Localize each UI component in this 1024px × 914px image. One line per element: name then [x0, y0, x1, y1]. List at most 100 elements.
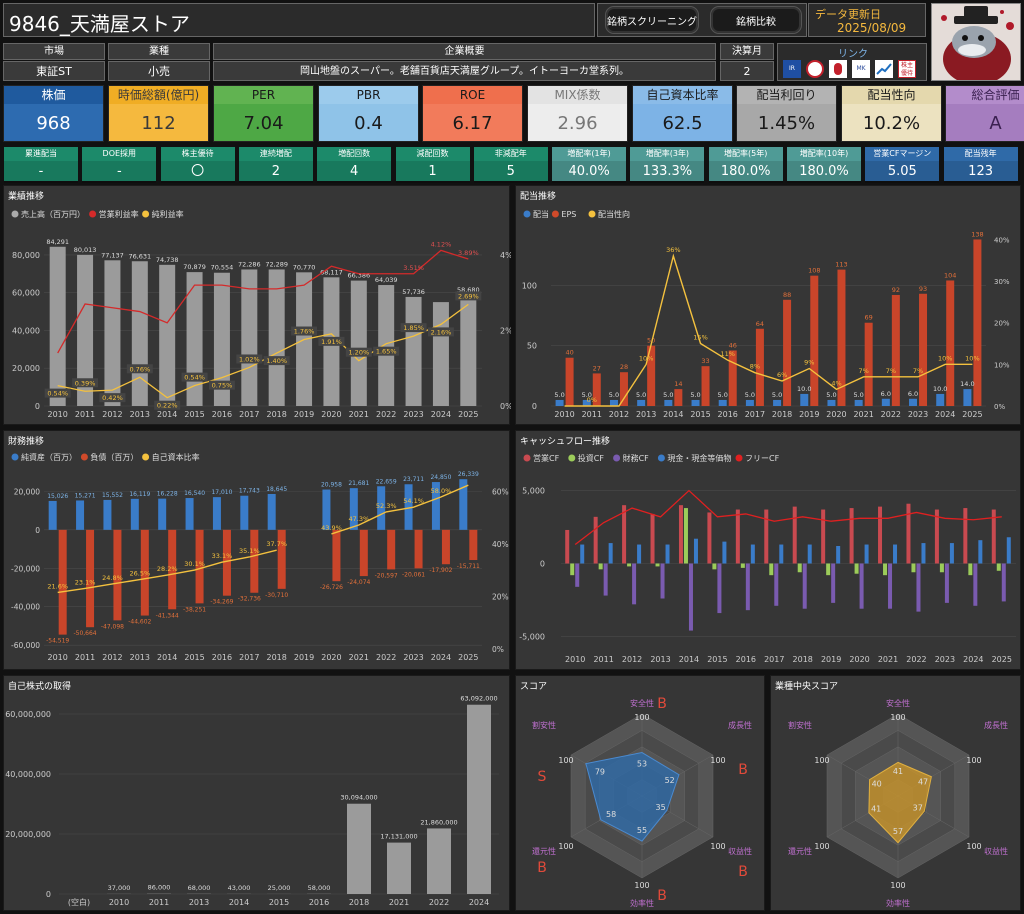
net-assets-label: 15,026	[47, 493, 68, 500]
cf-bar	[608, 543, 613, 564]
net-assets-bar	[431, 482, 440, 530]
sales-label: 74,738	[156, 256, 179, 264]
liabilities-label: -30,710	[265, 592, 288, 599]
cf-bar	[944, 563, 949, 603]
link-irbank-icon[interactable]: IR	[783, 60, 801, 78]
metric-value: 7.04	[243, 113, 284, 134]
legend-marker	[613, 454, 621, 462]
buyback-label: 37,000	[108, 884, 131, 892]
stat-value: 40.0%	[552, 161, 627, 183]
net-label-bg	[72, 378, 99, 388]
cf-bar	[693, 538, 698, 564]
sales-bar	[104, 260, 121, 406]
screening-button[interactable]: 銘柄スクリーニング	[605, 6, 699, 34]
net-assets-label: 18,645	[266, 486, 287, 493]
eps-label: 108	[808, 267, 820, 275]
eps-bar	[674, 389, 683, 406]
eps-bar	[973, 239, 982, 406]
liabilities-label: -15,711	[457, 563, 480, 570]
radar-axis-label: 還元性	[532, 846, 556, 856]
x-tick-label: 2024	[963, 655, 983, 664]
cf-bar	[973, 563, 978, 606]
net-label: 1.85%	[403, 324, 424, 332]
radar-max-label: 100	[966, 756, 981, 765]
radar-grade: B	[657, 888, 667, 904]
liabilities-bar	[441, 529, 450, 565]
eps-bar	[837, 269, 846, 406]
y-tick-label: 20,000	[14, 487, 40, 496]
sales-label: 84,291	[46, 238, 69, 246]
x-tick-label: 2013	[130, 410, 150, 419]
dividend-label: 10.0	[797, 385, 811, 393]
buyback-label: 63,092,000	[460, 695, 497, 703]
eps-bar	[946, 280, 955, 406]
link-minkabu-icon[interactable]: MK	[852, 60, 870, 78]
x-tick-label: 2016	[718, 410, 738, 419]
dividend-label: 5.0	[718, 391, 728, 399]
net-label-bg	[345, 347, 372, 357]
link-yutai-icon[interactable]: 株主 優待	[898, 60, 916, 78]
dividend-bar	[609, 399, 618, 406]
radar-axis-label: 割安性	[532, 720, 556, 730]
x-tick-label: 2020	[321, 653, 341, 662]
links-box: リンク IR MK 株主 優待	[777, 43, 927, 81]
eps-label: 92	[892, 286, 900, 294]
shark-avatar-icon	[932, 4, 1020, 80]
cf-bar	[637, 544, 642, 564]
cf-bar	[802, 563, 807, 609]
x-tick-label: 2017	[239, 410, 259, 419]
legend-label: 営業利益率	[99, 209, 139, 219]
cf-bar	[722, 541, 727, 564]
cf-bar	[707, 512, 712, 564]
cf-bar	[740, 563, 745, 568]
legend-label: 現金・現金等価物	[667, 453, 731, 463]
radar-value: 58	[606, 810, 616, 819]
legend-marker	[89, 210, 97, 218]
link-chart-icon[interactable]	[875, 60, 893, 78]
cf-bar	[864, 544, 869, 564]
eps-bar	[919, 293, 928, 406]
cf-bar	[821, 509, 826, 564]
radar-grade: B	[738, 864, 748, 880]
x-tick-label: 2015	[690, 410, 710, 419]
cf-bar	[939, 563, 944, 573]
stat-label: 連続増配	[259, 149, 292, 158]
y-tick-label: 0	[540, 560, 545, 569]
net-label-bg	[44, 388, 71, 398]
compare-button[interactable]: 銘柄比較	[710, 6, 802, 34]
sales-label: 72,289	[265, 260, 288, 268]
dividend-label: 5.0	[853, 391, 863, 399]
legend-label: 財務CF	[623, 453, 650, 463]
update-box: データ更新日 2025/08/09	[808, 3, 926, 37]
x-tick-label: 2014	[157, 653, 177, 662]
radar-value: 37	[913, 803, 923, 812]
x-tick-label: 2021	[349, 410, 369, 419]
liabilities-label: -50,664	[73, 630, 96, 637]
dividend-label: 6.0	[881, 390, 891, 398]
stat-tile: 累進配当 -	[3, 146, 79, 183]
payout-label: 10%	[938, 354, 952, 362]
eps-bar	[810, 275, 819, 406]
radar-max-label: 100	[710, 756, 725, 765]
dividend-label: 5.0	[609, 391, 619, 399]
stat-label: 営業CFマージン	[873, 149, 932, 158]
link-person-icon[interactable]	[829, 60, 847, 78]
payout-label: 4%	[831, 379, 841, 387]
net-label-bg	[318, 336, 345, 346]
link-kabutan-icon[interactable]	[806, 60, 824, 78]
cf-bar	[854, 563, 859, 574]
x-tick-label: 2019	[294, 653, 314, 662]
eps-label: 50	[647, 337, 655, 345]
legend-marker	[142, 210, 150, 218]
x-tick-label: 2010	[554, 410, 574, 419]
industry-value: 小売	[108, 61, 210, 81]
legend-label: 純資産（百万）	[21, 452, 77, 462]
x-tick-label: 2015	[269, 898, 289, 907]
stat-value: 5	[473, 161, 548, 183]
liabilities-bar	[250, 529, 259, 593]
radar-grade: S	[538, 769, 547, 785]
cf-bar	[764, 509, 769, 564]
net-label-bg	[373, 346, 400, 356]
y-tick-label: 0	[35, 402, 40, 411]
equity-ratio-label: 43.9%	[321, 524, 342, 532]
